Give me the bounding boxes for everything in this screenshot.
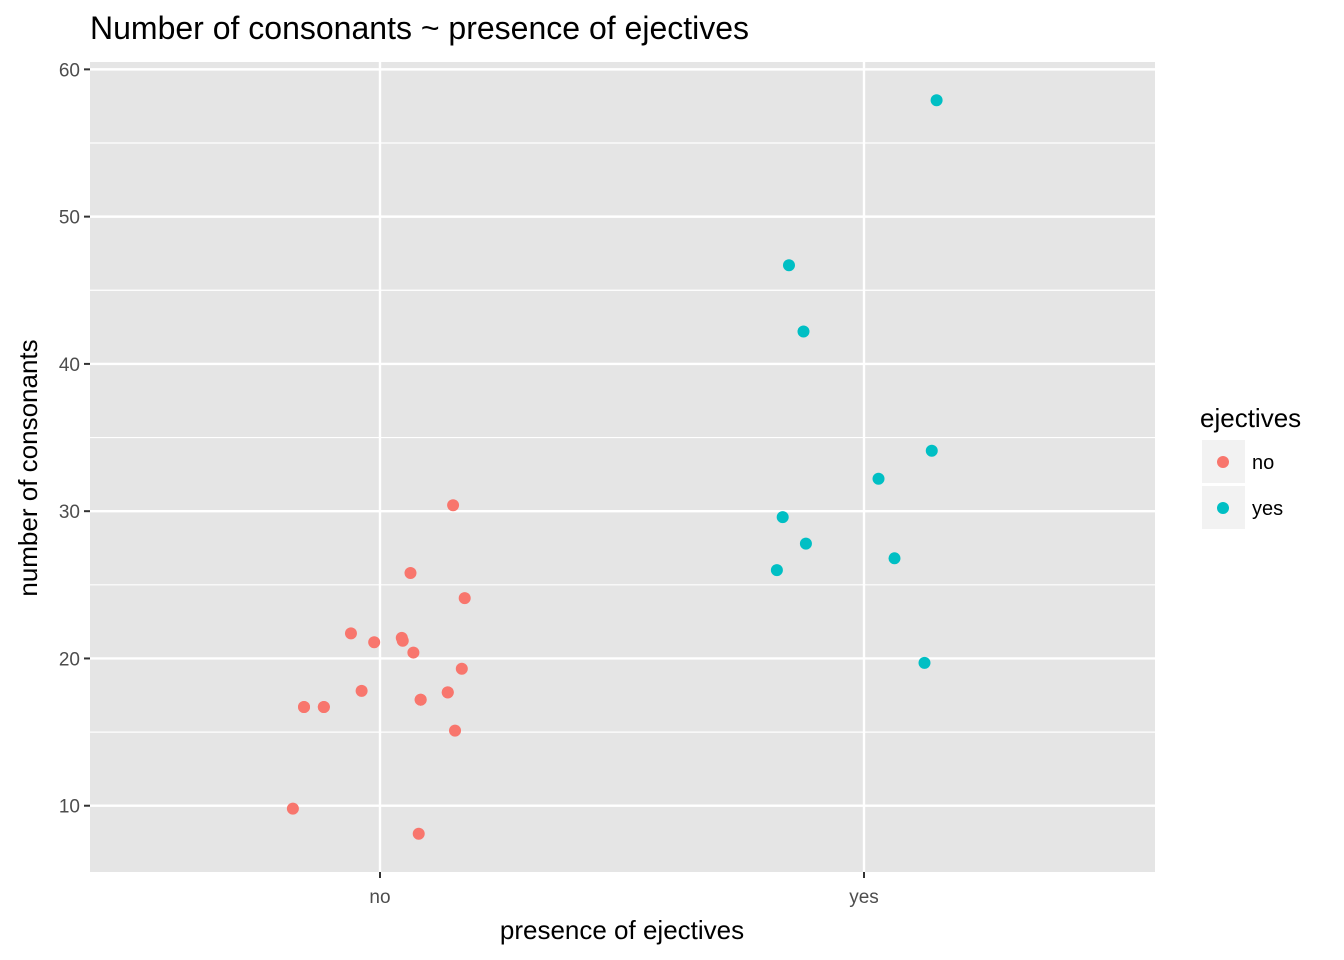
y-tick-label: 10 bbox=[59, 797, 80, 818]
data-point-no bbox=[344, 627, 357, 640]
legend-title: ejectives bbox=[1200, 403, 1301, 433]
data-point-no bbox=[355, 684, 368, 697]
data-point-yes bbox=[872, 472, 885, 485]
data-point-yes bbox=[782, 259, 795, 272]
y-tick-label: 20 bbox=[59, 649, 80, 670]
data-point-yes bbox=[799, 537, 812, 550]
grid-lines bbox=[90, 62, 1155, 872]
data-point-no bbox=[414, 693, 427, 706]
y-axis: 10 20 30 40 50 60 bbox=[59, 60, 90, 818]
data-points bbox=[286, 94, 943, 840]
data-point-yes bbox=[918, 656, 931, 669]
plot-panel bbox=[90, 62, 1155, 872]
data-point-no bbox=[449, 724, 462, 737]
x-axis: no yes bbox=[369, 872, 879, 908]
y-axis-title: number of consonants bbox=[13, 339, 43, 596]
legend-swatch-no bbox=[1217, 456, 1229, 468]
y-tick-label: 50 bbox=[59, 208, 80, 229]
legend-swatch-yes bbox=[1217, 502, 1229, 514]
legend-label-yes: yes bbox=[1252, 498, 1283, 520]
data-point-yes bbox=[770, 564, 783, 577]
y-tick-label: 60 bbox=[59, 60, 80, 81]
data-point-no bbox=[412, 827, 425, 840]
data-point-no bbox=[447, 499, 460, 512]
y-tick-label: 40 bbox=[59, 355, 80, 376]
data-point-no bbox=[298, 701, 311, 714]
legend: ejectives no yes bbox=[1200, 403, 1301, 529]
data-point-no bbox=[286, 802, 299, 815]
chart-title: Number of consonants ~ presence of eject… bbox=[90, 10, 749, 46]
data-point-yes bbox=[776, 511, 789, 524]
data-point-yes bbox=[797, 325, 810, 338]
data-point-no bbox=[407, 646, 420, 659]
x-tick-label: yes bbox=[849, 887, 879, 908]
data-point-no bbox=[455, 662, 468, 675]
data-point-no bbox=[458, 592, 471, 605]
x-tick-label: no bbox=[369, 887, 390, 908]
data-point-no bbox=[441, 686, 454, 699]
data-point-yes bbox=[930, 94, 943, 107]
data-point-no bbox=[396, 634, 409, 647]
y-tick-label: 30 bbox=[59, 502, 80, 523]
x-axis-title: presence of ejectives bbox=[500, 915, 744, 945]
data-point-no bbox=[317, 701, 330, 714]
data-point-yes bbox=[925, 444, 938, 457]
data-point-no bbox=[404, 567, 417, 580]
data-point-yes bbox=[888, 552, 901, 565]
legend-label-no: no bbox=[1252, 452, 1274, 474]
data-point-no bbox=[368, 636, 381, 649]
